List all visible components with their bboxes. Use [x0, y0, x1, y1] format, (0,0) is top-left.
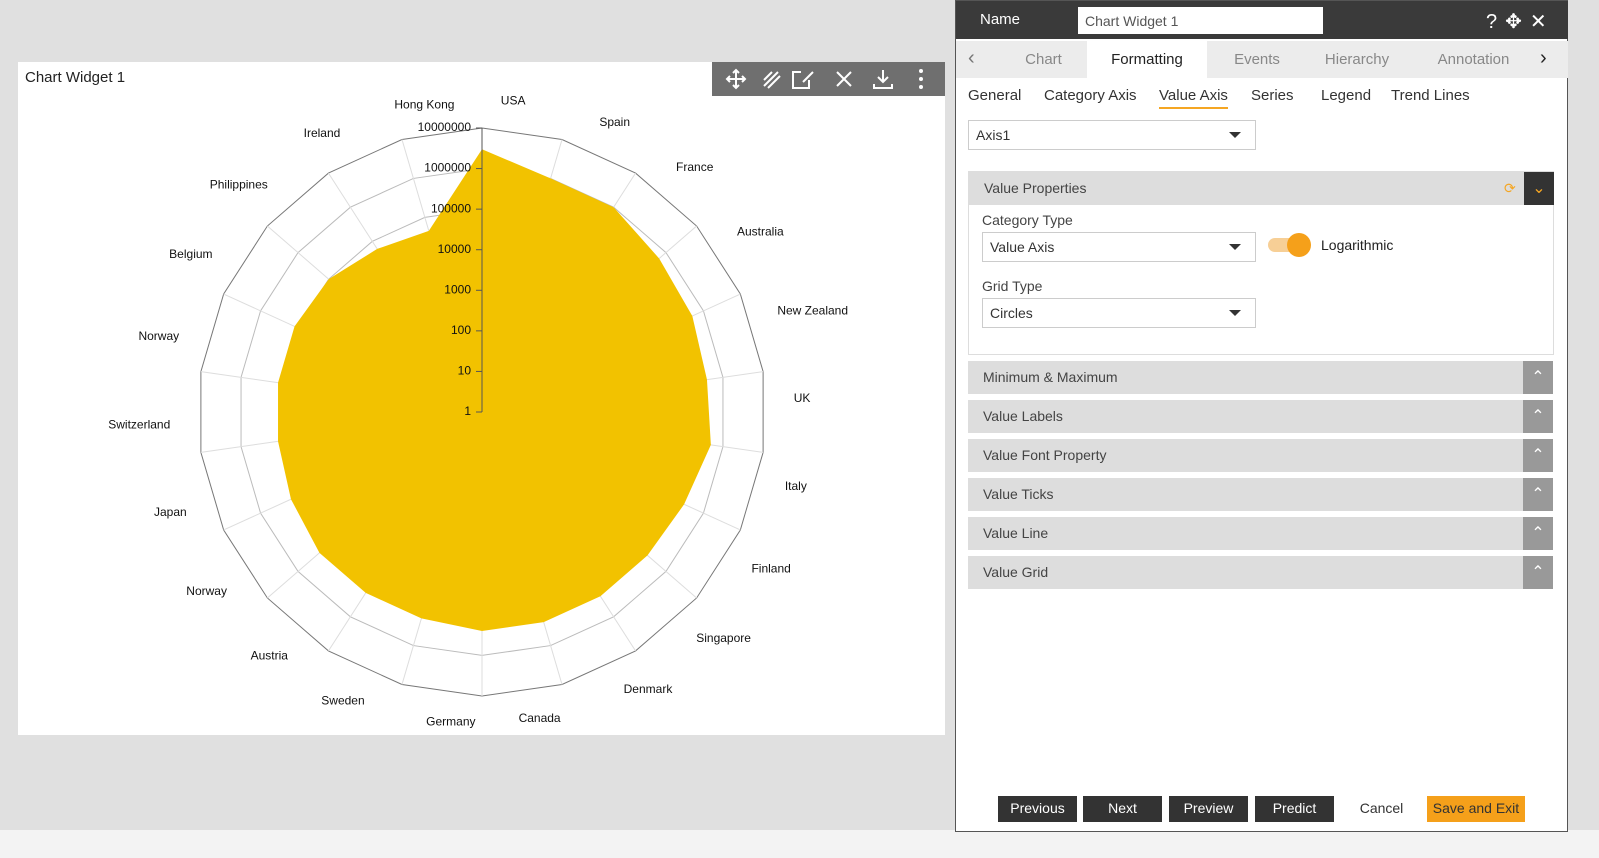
- radar-chart: USA Spain France Australia New Zealand UK Ital…: [108, 94, 848, 729]
- name-input[interactable]: Chart Widget 1: [1078, 7, 1323, 34]
- category-label: Canada: [519, 711, 561, 725]
- toggle-label: Logarithmic: [1321, 237, 1394, 253]
- button[interactable]: Cancel: [1342, 796, 1421, 822]
- category-label: Philippines: [210, 177, 268, 191]
- category-label: Singapore: [696, 631, 751, 645]
- expand-button[interactable]: ⌃: [1523, 400, 1553, 433]
- category-label: Italy: [785, 479, 807, 493]
- category-type-select[interactable]: Value Axis: [982, 232, 1256, 262]
- grid-type-label: Grid Type: [982, 278, 1043, 294]
- subtab[interactable]: Category Axis: [1044, 87, 1137, 104]
- category-label: Finland: [751, 561, 790, 575]
- tab-next[interactable]: ›: [1540, 47, 1547, 69]
- tab[interactable]: Formatting: [1087, 41, 1207, 78]
- y-tick-label: 10: [458, 364, 472, 378]
- category-label: Germany: [426, 715, 475, 729]
- subtab[interactable]: Series: [1251, 87, 1294, 104]
- section-header[interactable]: Value Grid: [968, 556, 1523, 589]
- axis-select[interactable]: Axis1: [968, 120, 1256, 150]
- y-tick-label: 100: [451, 323, 471, 337]
- section-list: Minimum & Maximum ⌃ Value Labels ⌃ Value Fon…: [968, 361, 1554, 601]
- category-label: Hong Kong: [394, 98, 454, 112]
- toolbar-icons: [725, 68, 923, 90]
- tab[interactable]: Annotation: [1437, 51, 1510, 68]
- subtab[interactable]: Value Axis: [1159, 87, 1228, 109]
- button-bar: Previous Next Preview Predict Cancel Save and…: [956, 796, 1568, 822]
- category-label: Denmark: [624, 682, 674, 696]
- button[interactable]: Predict: [1255, 796, 1334, 822]
- download-icon[interactable]: [873, 70, 893, 89]
- category-label: France: [676, 160, 714, 174]
- category-label: Norway: [138, 329, 179, 343]
- section-header[interactable]: Value Labels: [968, 400, 1523, 433]
- category-label: Sweden: [321, 693, 364, 707]
- section-header[interactable]: Value Line: [968, 517, 1523, 550]
- y-tick-label: 100000: [431, 201, 471, 215]
- tab[interactable]: Events: [1234, 51, 1280, 68]
- name-label: Name: [980, 11, 1021, 28]
- move-icon[interactable]: [725, 68, 747, 90]
- subtab[interactable]: Trend Lines: [1391, 87, 1470, 104]
- tab[interactable]: Hierarchy: [1324, 51, 1390, 68]
- expand-button[interactable]: ⌃: [1523, 361, 1553, 394]
- tab[interactable]: Chart: [1025, 51, 1062, 68]
- header-icons[interactable]: ?✥✕: [1486, 11, 1555, 33]
- grid-type-select[interactable]: Circles: [982, 298, 1256, 328]
- y-tick-label: 10000000: [418, 120, 472, 134]
- value-properties: Value Properties ⌄ ⟳ Category Type Value…: [968, 171, 1554, 355]
- subtab-bar: General Category Axis Value Axis Series Lege…: [956, 87, 1568, 113]
- category-label: Norway: [186, 584, 227, 598]
- y-tick-label: 1000: [444, 282, 471, 296]
- section-header[interactable]: Minimum & Maximum: [968, 361, 1523, 394]
- tab-bar: ‹ › Chart Formatting Events Hierarchy Annota…: [956, 41, 1568, 78]
- category-label: Switzerland: [108, 418, 170, 432]
- section-header[interactable]: Value Ticks: [968, 478, 1523, 511]
- subtab[interactable]: Legend: [1321, 87, 1372, 104]
- section-header[interactable]: Value Font Property: [968, 439, 1523, 472]
- button[interactable]: Previous: [998, 796, 1077, 822]
- expand-button[interactable]: ⌃: [1523, 439, 1553, 472]
- category-label: New Zealand: [777, 304, 848, 318]
- subtab[interactable]: General: [968, 87, 1022, 104]
- expand-button[interactable]: ⌃: [1523, 517, 1553, 550]
- category-label: Japan: [154, 505, 187, 519]
- expand-button[interactable]: ⌃: [1523, 556, 1553, 589]
- category-label: UK: [794, 391, 811, 405]
- widget-title: Chart Widget 1: [25, 69, 126, 86]
- y-tick-label: 1000000: [424, 161, 471, 175]
- button[interactable]: Next: [1083, 796, 1162, 822]
- bottom-bar: [0, 830, 1599, 858]
- y-tick-label: 10000: [438, 242, 472, 256]
- expand-button[interactable]: ⌃: [1523, 478, 1553, 511]
- category-label: Australia: [737, 224, 784, 238]
- panel-header: Name Chart Widget 1 ?✥✕: [956, 1, 1568, 39]
- button[interactable]: Preview: [1169, 796, 1248, 822]
- category-label: Belgium: [169, 247, 212, 261]
- button[interactable]: Save and Exit: [1427, 796, 1525, 822]
- link-icon[interactable]: [763, 71, 781, 89]
- category-label: Ireland: [304, 126, 341, 140]
- tools-icon[interactable]: [836, 71, 852, 87]
- series-area: [278, 149, 711, 632]
- y-tick-label: 1: [464, 404, 471, 418]
- category-label: Austria: [251, 648, 289, 662]
- section-header[interactable]: Value Properties: [969, 172, 1554, 205]
- category-label: Spain: [599, 115, 630, 129]
- settings-panel: Name Chart Widget 1 ?✥✕ ‹ › Chart Formatt…: [955, 0, 1568, 832]
- category-type-label: Category Type: [982, 212, 1073, 228]
- toggle-knob[interactable]: [1287, 233, 1311, 257]
- reset-icon[interactable]: ⟳: [1504, 180, 1516, 196]
- edit-icon[interactable]: [792, 71, 814, 89]
- widget-toolbar: [712, 62, 945, 96]
- category-label: USA: [501, 94, 526, 108]
- tab-prev[interactable]: ‹: [968, 47, 975, 69]
- collapse-button[interactable]: ⌄: [1524, 172, 1554, 205]
- more-icon[interactable]: [919, 69, 923, 89]
